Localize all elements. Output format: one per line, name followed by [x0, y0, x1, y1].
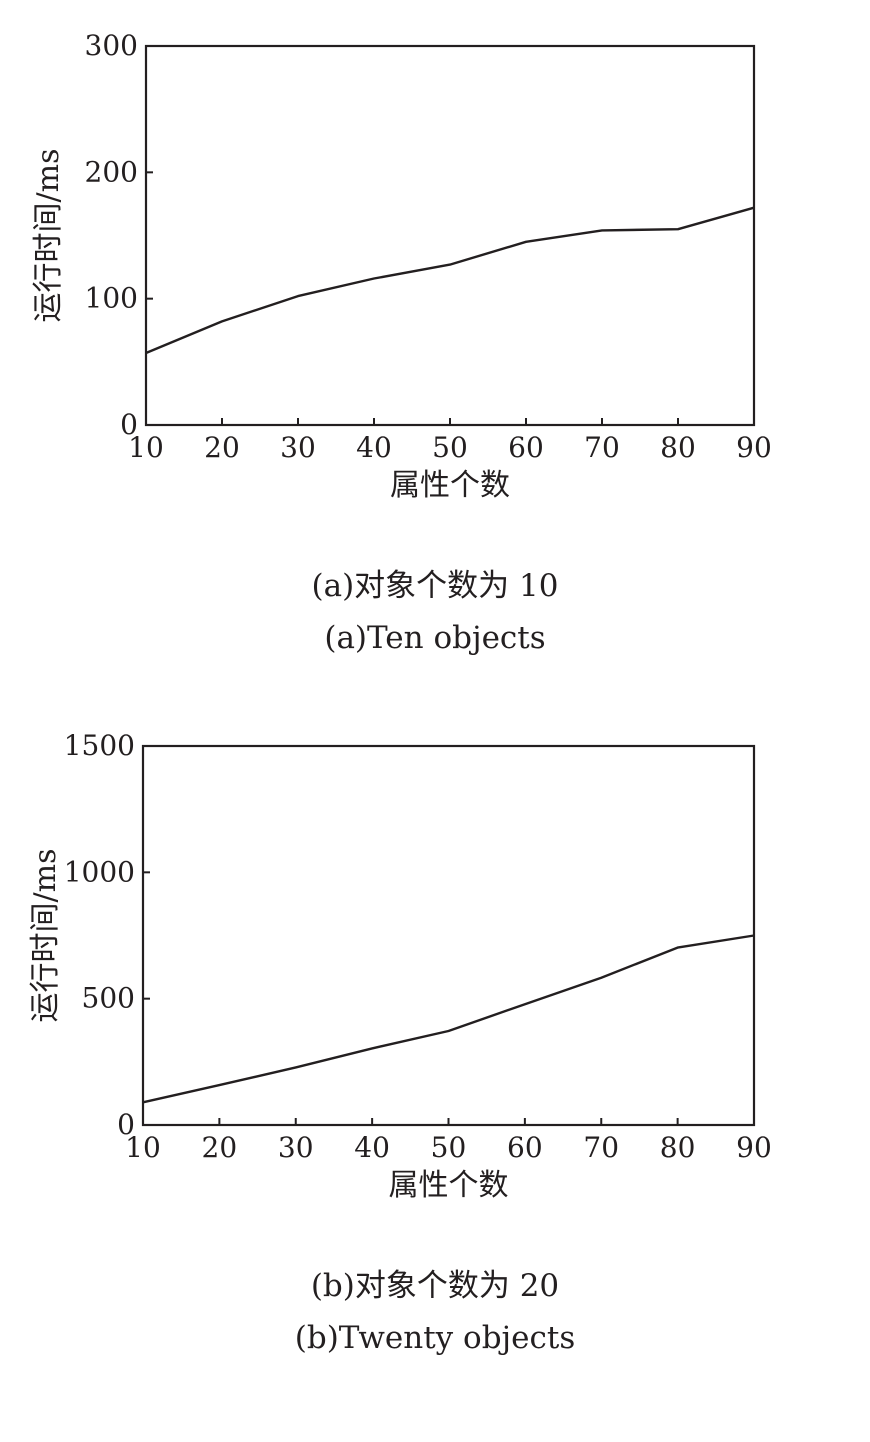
- plot-frame-a: [144, 44, 756, 427]
- caption-a-english: (a)Ten objects: [324, 620, 546, 656]
- x-tick-label: 30: [278, 1131, 314, 1164]
- x-tick-label: 10: [128, 431, 164, 464]
- x-axis-title: 属性个数: [390, 468, 510, 503]
- x-tick-label: 90: [736, 1131, 772, 1164]
- x-tick-label: 80: [660, 1131, 696, 1164]
- y-tick-label: 500: [82, 982, 135, 1015]
- x-tick-label: 30: [280, 431, 316, 464]
- chart-b: 10 20 30 40 50 60 70 80 90 0 500 1000 1500 属性个数 运行时间/m…: [28, 729, 772, 1203]
- y-tick-label: 0: [117, 1108, 135, 1141]
- x-axis-title: 属性个数: [389, 1168, 509, 1203]
- x-tick-label: 40: [356, 431, 392, 464]
- plot-frame-b: [141, 744, 756, 1127]
- x-tick-label: 50: [432, 431, 468, 464]
- y-axis-title: 运行时间/ms: [28, 849, 63, 1023]
- caption-b-english: (b)Twenty objects: [294, 1320, 576, 1356]
- y-tick-label: 1000: [64, 855, 135, 888]
- series-line-a: [145, 206, 755, 355]
- x-tick-label: 70: [583, 1131, 619, 1164]
- y-tick-label: 300: [85, 29, 138, 62]
- y-tick-label: 0: [120, 408, 138, 441]
- x-tick-label: 20: [204, 431, 240, 464]
- x-tick-label: 70: [584, 431, 620, 464]
- caption-b-chinese: (b)对象个数为 20: [310, 1268, 560, 1304]
- chart-a: 10 20 30 40 50 60 70 80 90 0 100 200 300 属性个数 运行时间/ms: [31, 29, 772, 503]
- x-tick-label: 10: [125, 1131, 161, 1164]
- x-tick-label: 50: [431, 1131, 467, 1164]
- y-tick-label: 200: [85, 155, 138, 188]
- x-tick-label: 90: [736, 431, 772, 464]
- y-tick-label: 1500: [64, 729, 135, 762]
- y-tick-label: 100: [85, 282, 138, 315]
- x-tick-label: 80: [660, 431, 696, 464]
- series-line-b: [142, 934, 755, 1104]
- y-axis-title: 运行时间/ms: [31, 149, 66, 323]
- x-tick-label: 20: [202, 1131, 238, 1164]
- x-tick-label: 60: [507, 1131, 543, 1164]
- caption-a-chinese: (a)对象个数为 10: [311, 568, 559, 604]
- x-tick-label: 40: [354, 1131, 390, 1164]
- x-tick-label: 60: [508, 431, 544, 464]
